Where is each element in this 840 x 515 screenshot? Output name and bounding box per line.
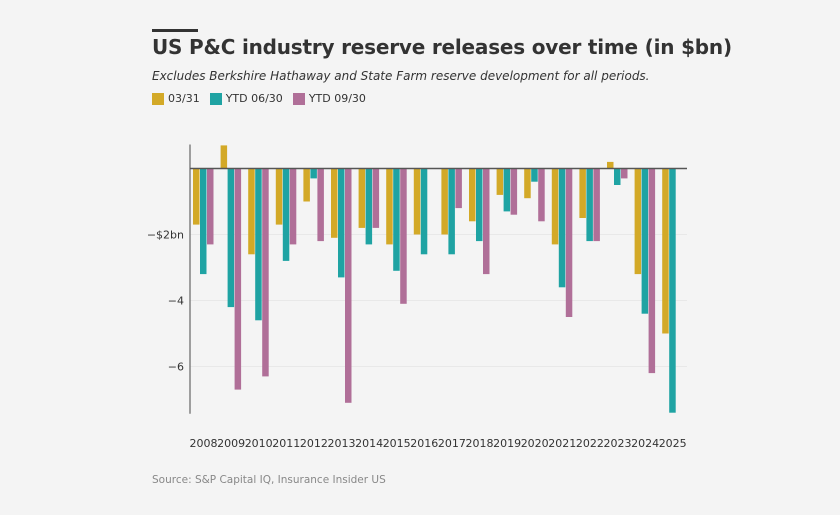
bar-ytd-06-30-2014 xyxy=(365,168,373,245)
title-accent-bar xyxy=(152,29,198,32)
bar-03-31-2025 xyxy=(662,168,669,334)
bar-ytd-06-30-2023 xyxy=(614,168,621,185)
chart-subtitle: Excludes Berkshire Hathaway and State Fa… xyxy=(152,69,650,83)
x-tick-label: 2013 xyxy=(328,437,356,450)
bar-ytd-06-30-2022 xyxy=(586,168,593,242)
bar-03-31-2023 xyxy=(607,161,614,169)
bar-ytd-09-30-2020 xyxy=(538,168,545,222)
bar-ytd-09-30-2010 xyxy=(262,168,269,377)
bar-03-31-2020 xyxy=(524,168,531,199)
bar-03-31-2022 xyxy=(579,168,586,218)
y-tick-label: −4 xyxy=(168,295,184,308)
bar-ytd-06-30-2008 xyxy=(200,168,207,275)
chart-title: US P&C industry reserve releases over ti… xyxy=(152,35,732,59)
x-tick-label: 2024 xyxy=(631,437,659,450)
bar-03-31-2016 xyxy=(413,168,421,235)
bar-ytd-09-30-2024 xyxy=(648,168,656,374)
bar-ytd-09-30-2009 xyxy=(234,168,242,390)
bar-ytd-09-30-2012 xyxy=(317,168,324,242)
legend-label-0331: 03/31 xyxy=(168,92,200,105)
bar-ytd-09-30-2015 xyxy=(400,168,407,304)
bar-03-31-2013 xyxy=(331,168,338,238)
axes xyxy=(189,144,687,414)
x-tick-label: 2025 xyxy=(659,437,687,450)
bar-ytd-06-30-2015 xyxy=(393,168,400,271)
bar-ytd-09-30-2014 xyxy=(372,168,380,228)
bar-03-31-2017 xyxy=(441,168,448,235)
bar-03-31-2018 xyxy=(469,168,476,222)
bar-ytd-06-30-2020 xyxy=(531,168,538,182)
bar-ytd-09-30-2019 xyxy=(510,168,518,215)
bar-ytd-06-30-2013 xyxy=(338,168,345,278)
x-tick-label: 2008 xyxy=(190,437,218,450)
bar-ytd-09-30-2013 xyxy=(345,168,352,403)
bar-03-31-2021 xyxy=(551,168,559,245)
x-tick-label: 2021 xyxy=(548,437,576,450)
legend-item-0331: 03/31 xyxy=(152,92,200,105)
bar-03-31-2015 xyxy=(386,168,393,245)
x-tick-label: 2023 xyxy=(604,437,632,450)
bar-ytd-06-30-2011 xyxy=(282,168,290,261)
y-tick-labels: −$2bn −4 −6 xyxy=(147,229,184,374)
bars xyxy=(193,145,676,413)
bar-ytd-09-30-2021 xyxy=(565,168,573,317)
bar-ytd-06-30-2016 xyxy=(420,168,428,255)
legend-swatch-ytd-0930 xyxy=(292,92,305,105)
bar-03-31-2019 xyxy=(496,168,504,195)
x-tick-label: 2019 xyxy=(493,437,521,450)
x-tick-label: 2018 xyxy=(466,437,494,450)
bar-ytd-06-30-2017 xyxy=(448,168,455,255)
source-note: Source: S&P Capital IQ, Insurance Inside… xyxy=(152,474,386,486)
bar-ytd-09-30-2011 xyxy=(289,168,297,245)
legend-label-ytd-0930: YTD 09/30 xyxy=(308,92,366,105)
bar-ytd-09-30-2023 xyxy=(621,168,628,179)
bar-ytd-06-30-2018 xyxy=(476,168,483,242)
bar-03-31-2024 xyxy=(634,168,642,275)
bar-ytd-06-30-2024 xyxy=(641,168,649,314)
bar-ytd-06-30-2025 xyxy=(669,168,676,413)
x-tick-label: 2015 xyxy=(383,437,411,450)
x-tick-label: 2014 xyxy=(355,437,383,450)
bar-03-31-2011 xyxy=(275,168,283,225)
x-tick-labels: 2008 2009 2010 2011 2012 2013 2014 2015 2016 2017… xyxy=(190,437,687,450)
gridlines xyxy=(190,234,687,367)
legend-label-ytd-0630: YTD 06/30 xyxy=(225,92,283,105)
legend-item-ytd-0630: YTD 06/30 xyxy=(209,92,283,105)
x-tick-label: 2017 xyxy=(438,437,466,450)
x-tick-label: 2016 xyxy=(410,437,438,450)
x-tick-label: 2010 xyxy=(245,437,273,450)
x-tick-label: 2020 xyxy=(521,437,549,450)
x-tick-label: 2011 xyxy=(272,437,300,450)
bar-03-31-2012 xyxy=(303,168,310,202)
bar-03-31-2008 xyxy=(193,168,200,225)
y-tick-label: −$2bn xyxy=(147,229,184,242)
bar-ytd-09-30-2008 xyxy=(207,168,214,245)
bar-ytd-09-30-2017 xyxy=(455,168,462,209)
legend-swatch-0331 xyxy=(152,92,164,105)
x-tick-label: 2012 xyxy=(300,437,328,450)
x-tick-label: 2009 xyxy=(217,437,245,450)
bar-ytd-06-30-2012 xyxy=(310,168,317,179)
legend-item-ytd-0930: YTD 09/30 xyxy=(292,92,366,105)
legend: 03/31 YTD 06/30 YTD 09/30 xyxy=(152,92,366,105)
bar-ytd-06-30-2010 xyxy=(255,168,262,321)
bar-ytd-06-30-2019 xyxy=(503,168,511,212)
bar-ytd-06-30-2021 xyxy=(558,168,566,288)
y-tick-label: −6 xyxy=(168,361,184,374)
x-tick-label: 2022 xyxy=(576,437,604,450)
bar-ytd-09-30-2022 xyxy=(593,168,600,242)
legend-swatch-ytd-0630 xyxy=(209,92,222,105)
bar-ytd-09-30-2018 xyxy=(483,168,490,275)
bar-ytd-06-30-2009 xyxy=(227,168,235,308)
bar-03-31-2010 xyxy=(248,168,255,255)
bar-03-31-2014 xyxy=(358,168,366,228)
bar-03-31-2009 xyxy=(220,145,228,169)
